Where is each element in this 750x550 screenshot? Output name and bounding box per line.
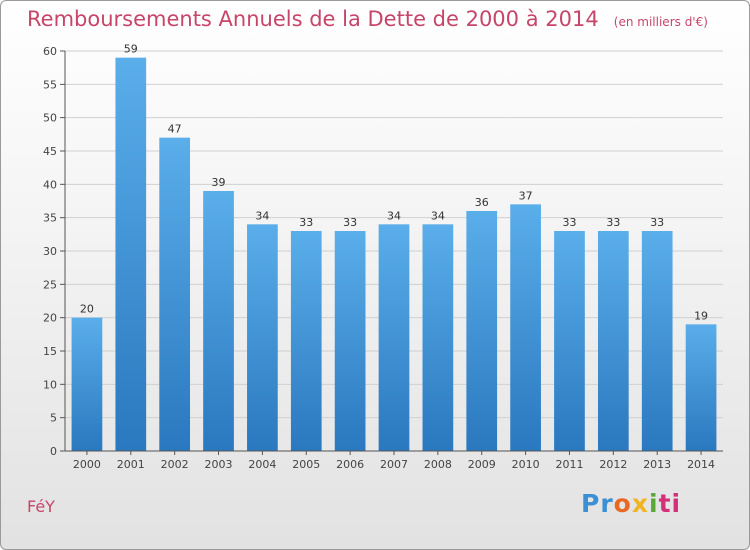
bar-value-label: 39 xyxy=(212,176,226,189)
x-tick-label: 2013 xyxy=(643,458,671,471)
bar-value-label: 20 xyxy=(80,303,94,316)
logo-part-2: o xyxy=(613,489,632,518)
chart-subtitle: (en milliers d'€) xyxy=(613,15,708,29)
bar-value-label: 33 xyxy=(562,216,576,229)
x-tick-label: 2012 xyxy=(599,458,627,471)
y-tick-label: 15 xyxy=(43,345,57,358)
y-tick-label: 50 xyxy=(43,112,57,125)
x-tick-label: 2014 xyxy=(687,458,715,471)
bar xyxy=(466,211,498,451)
y-tick-label: 10 xyxy=(43,378,57,391)
y-tick-label: 25 xyxy=(43,278,57,291)
bar xyxy=(71,317,103,451)
bar xyxy=(597,231,629,451)
y-tick-label: 5 xyxy=(50,412,57,425)
bar-layer xyxy=(71,57,717,452)
x-tick-label: 2009 xyxy=(468,458,496,471)
logo-part-5: ti xyxy=(658,489,682,518)
x-tick-label: 2003 xyxy=(205,458,233,471)
bar-value-label: 34 xyxy=(255,209,269,222)
bar xyxy=(334,231,366,451)
y-tick-label: 45 xyxy=(43,145,57,158)
y-tick-label: 0 xyxy=(50,445,57,458)
x-tick-label: 2010 xyxy=(512,458,540,471)
logo-part-3: x xyxy=(631,489,649,518)
x-tick-label: 2011 xyxy=(555,458,583,471)
y-tick-label: 60 xyxy=(43,45,57,58)
y-tick-label: 55 xyxy=(43,78,57,91)
axis-layer xyxy=(60,50,723,455)
bar xyxy=(203,191,234,451)
bar-value-label: 19 xyxy=(694,309,708,322)
bar-value-label: 36 xyxy=(475,196,489,209)
x-tick-label: 2002 xyxy=(161,458,189,471)
bar-value-label: 59 xyxy=(124,43,138,56)
x-tick-label: 2006 xyxy=(336,458,364,471)
x-tick-label: 2007 xyxy=(380,458,408,471)
bar xyxy=(290,231,322,451)
bar xyxy=(510,204,541,451)
y-tick-label: 35 xyxy=(43,212,57,225)
y-tick-label: 20 xyxy=(43,312,57,325)
x-tick-label: 2000 xyxy=(73,458,101,471)
logo-part-1: Pr xyxy=(581,489,614,518)
proxiti-logo[interactable]: Proxiti xyxy=(581,489,681,518)
x-tick-label: 2004 xyxy=(248,458,276,471)
bar xyxy=(422,224,454,451)
chart-title: Remboursements Annuels de la Dette de 20… xyxy=(27,7,599,31)
bar xyxy=(685,324,717,451)
bar xyxy=(378,224,410,451)
bar xyxy=(115,57,147,452)
bar xyxy=(247,224,278,451)
logo-part-4: i xyxy=(648,489,659,518)
y-tick-label: 30 xyxy=(43,245,57,258)
bar xyxy=(641,231,673,451)
bar-value-label: 33 xyxy=(299,216,313,229)
bar xyxy=(159,137,191,451)
bar xyxy=(554,231,585,451)
bar-value-label: 34 xyxy=(431,209,445,222)
bar-value-label: 33 xyxy=(650,216,664,229)
x-tick-label: 2005 xyxy=(292,458,320,471)
x-tick-label: 2008 xyxy=(424,458,452,471)
bar-value-label: 33 xyxy=(343,216,357,229)
bar-value-label: 37 xyxy=(519,189,533,202)
y-tick-label: 40 xyxy=(43,178,57,191)
commune-name: FéY xyxy=(27,497,55,516)
label-layer: 0 5 10 15 20 25 30 35 40 45 50 55 60 20 2000 59 2001 47 20… xyxy=(43,43,715,471)
title-row: Remboursements Annuels de la Dette de 20… xyxy=(27,7,708,31)
bar-value-label: 34 xyxy=(387,209,401,222)
bar-value-label: 33 xyxy=(606,216,620,229)
x-tick-label: 2001 xyxy=(117,458,145,471)
bar-value-label: 47 xyxy=(168,123,182,136)
